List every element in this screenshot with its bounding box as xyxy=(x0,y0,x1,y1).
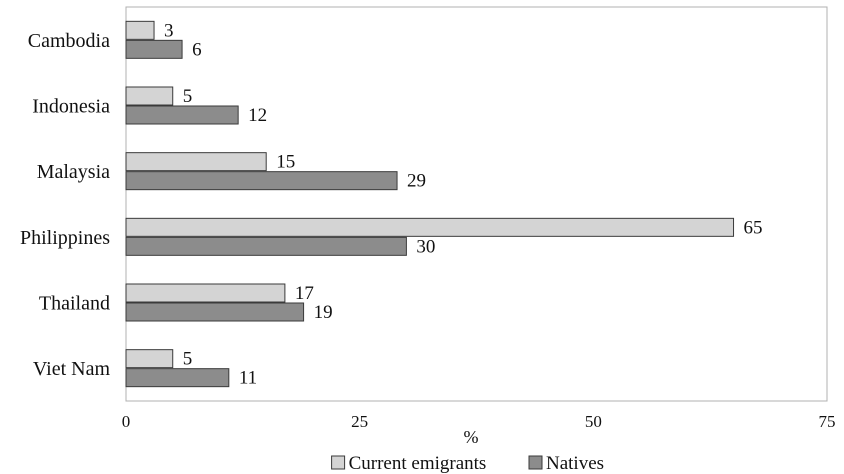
data-label: 12 xyxy=(248,105,267,126)
bar-natives xyxy=(125,105,239,125)
x-tick-label: 0 xyxy=(122,412,131,431)
x-axis-ticks: 0 25 50 75 xyxy=(122,412,836,431)
data-label: 3 xyxy=(164,20,174,41)
bar-natives xyxy=(125,39,183,59)
bar-current-emigrants xyxy=(125,86,174,106)
legend-label: Current emigrants xyxy=(349,453,487,474)
bar-natives xyxy=(125,171,398,191)
category-label: Malaysia xyxy=(37,161,110,183)
data-label: 65 xyxy=(744,217,763,238)
x-tick-label: 75 xyxy=(819,412,836,431)
bar-natives xyxy=(125,236,407,256)
legend: Current emigrants Natives xyxy=(331,453,604,474)
data-label: 17 xyxy=(295,283,314,304)
data-label: 6 xyxy=(192,39,202,60)
x-tick-label: 50 xyxy=(585,412,602,431)
bar-current-emigrants xyxy=(125,349,174,369)
legend-swatch xyxy=(331,455,346,470)
data-label: 15 xyxy=(276,152,295,173)
data-label: 29 xyxy=(407,171,426,192)
bar-natives xyxy=(125,302,305,322)
x-axis-title: % xyxy=(464,427,479,447)
legend-swatch xyxy=(528,455,543,470)
legend-label: Natives xyxy=(546,453,604,474)
bar-current-emigrants xyxy=(125,152,267,172)
category-label: Cambodia xyxy=(28,30,110,52)
category-label: Thailand xyxy=(39,293,110,315)
data-label: 5 xyxy=(183,349,193,370)
x-tick-label: 25 xyxy=(351,412,368,431)
bar-natives xyxy=(125,368,230,388)
bar-current-emigrants xyxy=(125,20,155,40)
plot-area xyxy=(125,6,828,402)
category-label: Viet Nam xyxy=(33,358,111,380)
category-label: Indonesia xyxy=(32,96,110,118)
data-label: 19 xyxy=(314,302,333,323)
category-label: Philippines xyxy=(20,227,110,249)
data-label: 11 xyxy=(239,368,257,389)
data-label: 30 xyxy=(416,236,435,257)
category-labels: Cambodia Indonesia Malaysia Philippines Thai… xyxy=(20,30,110,380)
data-label: 5 xyxy=(183,86,193,107)
bar-current-emigrants xyxy=(125,283,286,303)
bar-current-emigrants xyxy=(125,217,735,237)
